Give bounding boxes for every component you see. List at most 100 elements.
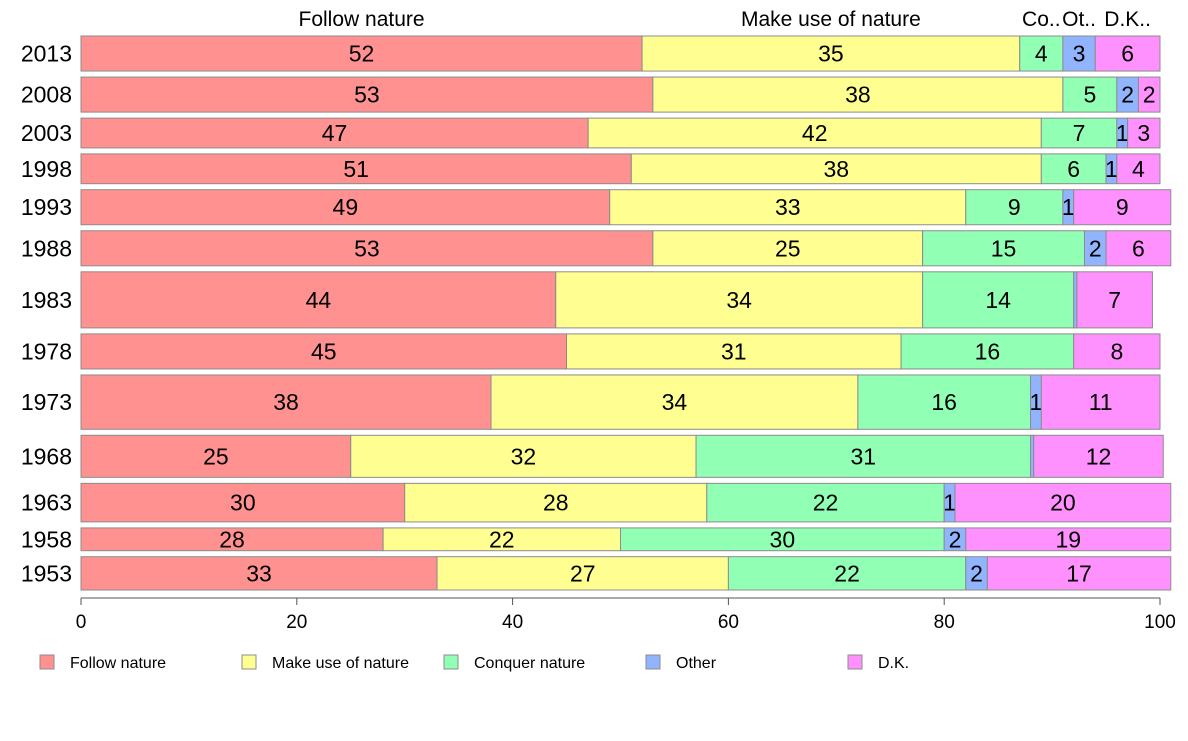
data-label-1993-2: 9 <box>1008 194 1021 220</box>
top-series-label-2: Co.. <box>1022 8 1061 31</box>
bar-segment-2013-2 <box>1019 35 1064 72</box>
data-label-1998-3: 1 <box>1105 156 1118 182</box>
top-series-label-3: Ot.. <box>1062 8 1096 31</box>
legend-label-3: Other <box>676 655 717 672</box>
data-label-1983-1: 34 <box>726 287 752 313</box>
bar-segment-1993-2 <box>965 189 1064 226</box>
data-label-1988-1: 25 <box>775 235 801 261</box>
data-label-2013-2: 4 <box>1035 41 1048 67</box>
bar-segment-1968-2 <box>695 434 1032 478</box>
data-label-1983-4: 7 <box>1108 287 1121 313</box>
data-label-1998-4: 4 <box>1132 156 1145 182</box>
category-label-1993: 1993 <box>21 194 72 220</box>
data-label-1968-2: 31 <box>850 443 876 469</box>
data-label-1953-3: 2 <box>970 560 983 586</box>
bar-segment-2003-4 <box>1127 117 1161 149</box>
data-label-1968-4: 12 <box>1086 443 1112 469</box>
data-label-1973-1: 34 <box>662 389 688 415</box>
legend-label-2: Conquer nature <box>474 655 585 672</box>
data-label-2008-2: 5 <box>1083 82 1096 108</box>
bar-segment-1988-4 <box>1105 230 1172 267</box>
x-tick-label-60: 60 <box>718 612 739 633</box>
category-label-1953: 1953 <box>21 560 72 586</box>
bar-segment-1963-2 <box>706 482 945 523</box>
data-label-1968-0: 25 <box>203 443 229 469</box>
bar-segment-1963-1 <box>404 482 708 523</box>
data-label-1983-0: 44 <box>306 287 332 313</box>
legend-swatch-3 <box>645 654 661 670</box>
bar-segment-1973-2 <box>857 374 1032 430</box>
data-label-1978-1: 31 <box>721 338 747 364</box>
bar-segment-1978-4 <box>1073 333 1161 370</box>
data-label-1963-4: 20 <box>1050 490 1076 516</box>
top-series-label-1: Make use of nature <box>741 8 921 31</box>
data-label-1958-4: 19 <box>1055 526 1081 552</box>
data-label-1983-2: 14 <box>985 287 1011 313</box>
bar-segment-1953-2 <box>727 556 967 591</box>
bar-segment-2008-2 <box>1062 76 1118 113</box>
data-label-1953-1: 27 <box>570 560 596 586</box>
bar-segment-1968-1 <box>350 434 697 478</box>
data-label-2008-3: 2 <box>1121 82 1134 108</box>
data-label-1998-1: 38 <box>824 156 850 182</box>
bar-segment-2003-2 <box>1040 117 1118 149</box>
data-label-2003-2: 7 <box>1073 120 1086 146</box>
bar-segment-1973-4 <box>1040 374 1161 430</box>
category-label-1988: 1988 <box>21 235 72 261</box>
category-label-1998: 1998 <box>21 156 72 182</box>
data-label-1998-2: 6 <box>1067 156 1080 182</box>
data-label-1958-2: 30 <box>770 526 796 552</box>
data-label-1993-0: 49 <box>333 194 359 220</box>
data-label-2008-1: 38 <box>845 82 871 108</box>
data-label-1953-2: 22 <box>834 560 860 586</box>
category-label-1963: 1963 <box>21 490 72 516</box>
data-label-2013-1: 35 <box>818 41 844 67</box>
bar-segment-1958-4 <box>965 527 1172 552</box>
legend-swatch-4 <box>847 654 863 670</box>
bar-segment-2008-0 <box>80 76 654 113</box>
data-label-1988-2: 15 <box>991 235 1017 261</box>
bar-segment-1973-1 <box>490 374 859 430</box>
bar-segment-2013-4 <box>1094 35 1161 72</box>
data-label-2013-0: 52 <box>349 41 375 67</box>
data-label-1963-3: 1 <box>943 490 956 516</box>
data-label-1978-0: 45 <box>311 338 337 364</box>
data-label-1978-4: 8 <box>1110 338 1123 364</box>
bar-segment-1983-1 <box>555 271 924 329</box>
bar-segment-1998-0 <box>80 153 632 185</box>
bar-segment-1988-0 <box>80 230 654 267</box>
data-label-1988-4: 6 <box>1132 235 1145 261</box>
category-label-2013: 2013 <box>21 41 72 67</box>
bar-segment-1973-0 <box>80 374 492 430</box>
category-label-1968: 1968 <box>21 443 72 469</box>
data-label-2003-3: 1 <box>1116 120 1129 146</box>
data-label-1963-2: 22 <box>813 490 839 516</box>
category-label-1978: 1978 <box>21 338 72 364</box>
bar-segment-2008-4 <box>1137 76 1161 113</box>
bar-segment-1983-2 <box>922 271 1075 329</box>
bar-segment-1953-0 <box>80 556 438 591</box>
top-series-label-4: D.K.. <box>1104 8 1151 31</box>
data-label-1958-3: 2 <box>949 526 962 552</box>
data-label-1963-1: 28 <box>543 490 569 516</box>
bar-segment-1988-1 <box>652 230 924 267</box>
data-label-1998-0: 51 <box>343 156 369 182</box>
data-label-1958-0: 28 <box>219 526 245 552</box>
category-label-1983: 1983 <box>21 287 72 313</box>
data-label-2008-4: 2 <box>1143 82 1156 108</box>
bar-segment-2013-1 <box>641 35 1021 72</box>
data-label-1988-0: 53 <box>354 235 380 261</box>
category-label-2008: 2008 <box>21 82 72 108</box>
bar-segment-1968-0 <box>80 434 352 478</box>
bar-segment-1983-0 <box>80 271 557 329</box>
data-label-1953-0: 33 <box>246 560 272 586</box>
data-label-1953-4: 17 <box>1066 560 1092 586</box>
bar-segment-1953-4 <box>986 556 1172 591</box>
x-tick-label-40: 40 <box>502 612 523 633</box>
bar-segment-1988-2 <box>922 230 1085 267</box>
data-label-1993-1: 33 <box>775 194 801 220</box>
data-label-2013-4: 6 <box>1121 41 1134 67</box>
legend-label-4: D.K. <box>878 655 909 672</box>
bar-segment-1993-1 <box>609 189 967 226</box>
data-label-2003-1: 42 <box>802 120 828 146</box>
